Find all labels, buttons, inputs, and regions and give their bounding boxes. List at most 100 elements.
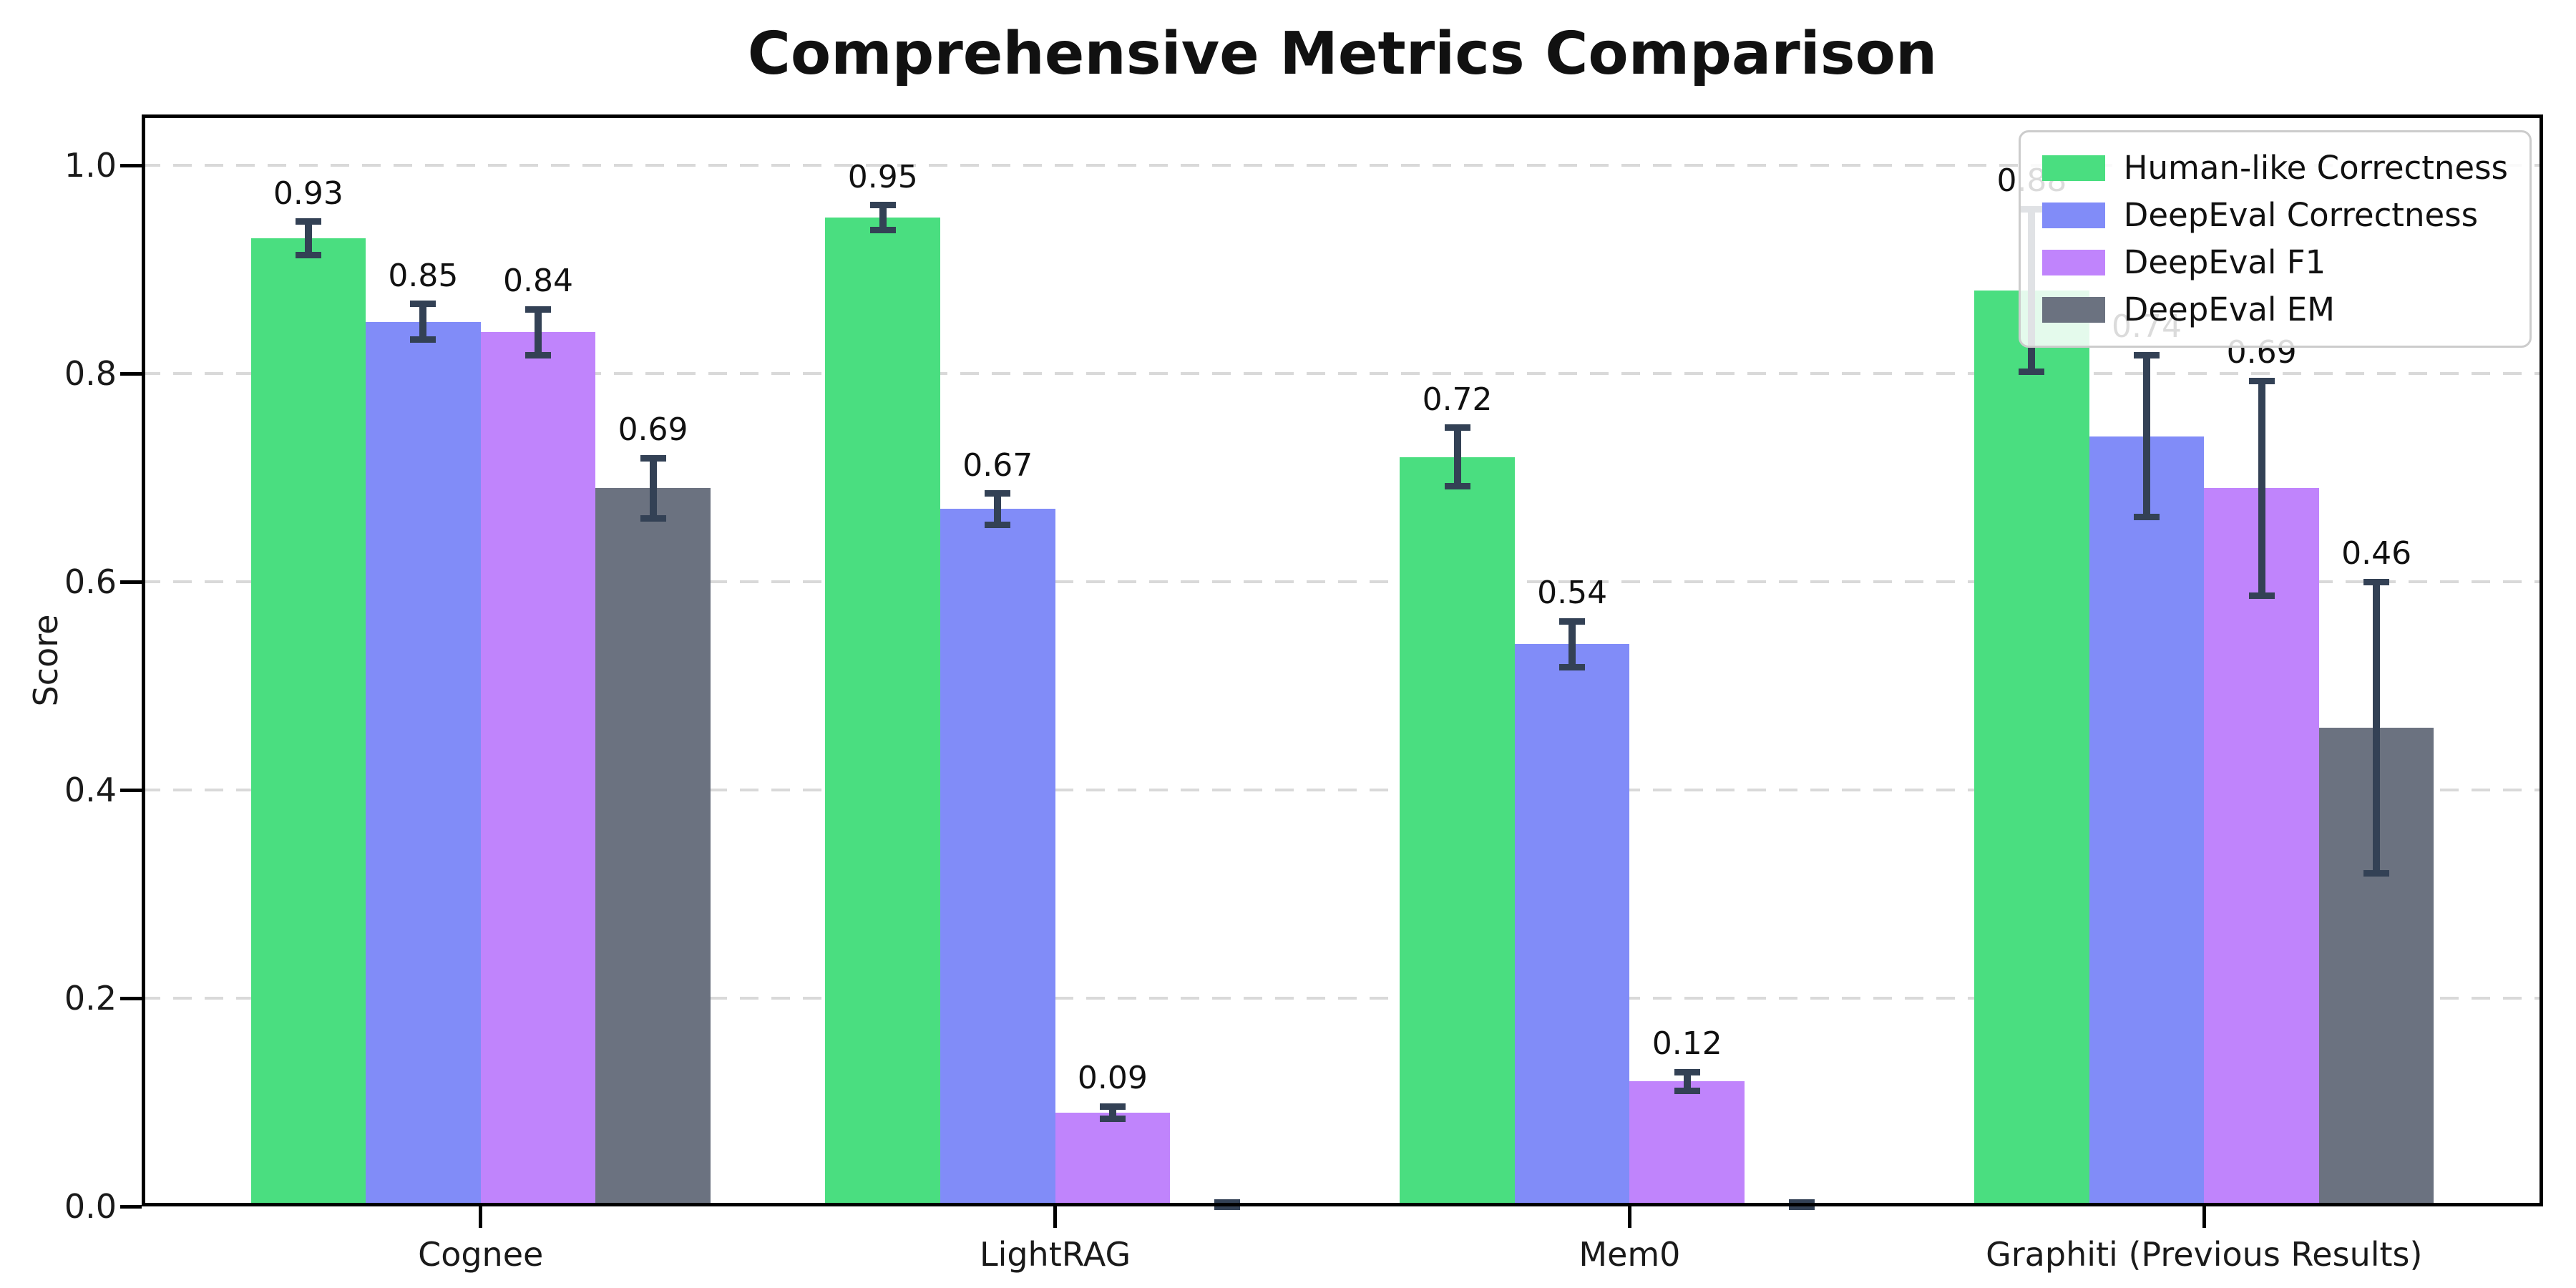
error-bar-line (304, 221, 312, 255)
error-bar-cap (2363, 870, 2390, 877)
error-bar-cap (1674, 1068, 1700, 1075)
error-bar-cap (295, 251, 321, 258)
error-bar-line (1683, 1072, 1691, 1091)
error-bar-cap (1444, 424, 1470, 431)
y-tick-label: 0.2 (64, 979, 117, 1018)
x-tick-mark (2202, 1206, 2206, 1228)
value-label: 0.93 (273, 175, 343, 212)
value-label: 0.46 (2341, 535, 2412, 572)
value-label: 0.09 (1077, 1060, 1148, 1097)
error-bar-cap (2363, 578, 2390, 585)
error-bar-line (2373, 582, 2381, 874)
error-bar-cap (2248, 377, 2275, 384)
bar (1629, 1081, 1745, 1206)
error-bar-line (1568, 621, 1576, 668)
bar (595, 488, 711, 1206)
gridline-y (142, 372, 2543, 376)
legend-swatch (2041, 297, 2105, 323)
error-bar-cap (869, 226, 896, 233)
value-label: 0.12 (1652, 1025, 1722, 1063)
error-bar-cap (295, 218, 321, 225)
plot-spine-right (2540, 114, 2543, 1206)
legend-label: DeepEval EM (2123, 291, 2335, 328)
bar (825, 218, 940, 1206)
legend-label: DeepEval Correctness (2123, 196, 2479, 234)
bar (1514, 644, 1630, 1206)
bar (2204, 488, 2319, 1206)
y-tick-mark (120, 580, 142, 584)
error-bar-cap (525, 351, 551, 358)
error-bar-cap (1214, 1203, 1241, 1210)
error-bar-cap (1099, 1103, 1126, 1110)
bar (1055, 1113, 1171, 1206)
error-bar-line (649, 458, 657, 519)
value-label: 0.95 (847, 158, 918, 195)
value-label: 0.67 (962, 447, 1033, 484)
y-tick-mark (120, 163, 142, 167)
error-bar-cap (985, 521, 1011, 528)
y-tick-mark (120, 371, 142, 376)
error-bar-line (419, 303, 427, 340)
gridline-y (142, 164, 2543, 167)
plot-spine-top (142, 114, 2543, 118)
bar (1974, 290, 2089, 1206)
error-bar-cap (2019, 368, 2045, 375)
error-bar-line (2258, 381, 2265, 596)
y-axis-label: Score (26, 614, 65, 707)
value-label: 0.69 (618, 411, 688, 449)
y-tick-mark (120, 788, 142, 792)
error-bar-cap (869, 202, 896, 209)
error-bar-cap (640, 454, 666, 462)
value-label: 0.85 (388, 257, 459, 294)
bar (250, 238, 366, 1206)
legend-swatch (2041, 203, 2105, 228)
error-bar-line (1108, 1106, 1116, 1119)
error-bar-cap (410, 336, 436, 343)
error-bar-cap (525, 306, 551, 313)
bar (2089, 436, 2205, 1206)
value-label: 0.84 (502, 263, 573, 300)
x-tick-mark (479, 1206, 483, 1228)
x-tick-label: Graphiti (Previous Results) (1986, 1235, 2423, 1274)
chart-title: Comprehensive Metrics Comparison (747, 20, 1938, 88)
value-label: 0.54 (1537, 575, 1608, 612)
error-bar-cap (1559, 618, 1586, 625)
legend-item: DeepEval EM (2041, 291, 2508, 328)
x-tick-label: LightRAG (979, 1235, 1131, 1274)
error-bar-line (2143, 355, 2151, 517)
x-tick-mark (1627, 1206, 1631, 1228)
error-bar-cap (985, 490, 1011, 497)
legend-item: Human-like Correctness (2041, 149, 2508, 187)
error-bar-line (879, 205, 887, 230)
legend-item: DeepEval Correctness (2041, 196, 2508, 234)
plot-spine-left (142, 114, 145, 1206)
error-bar-cap (2134, 514, 2160, 521)
legend-label: Human-like Correctness (2123, 149, 2508, 187)
error-bar-line (994, 493, 1002, 525)
y-tick-label: 0.8 (64, 354, 117, 394)
error-bar-cap (1789, 1203, 1815, 1210)
x-tick-label: Mem0 (1579, 1235, 1681, 1274)
gridline-y (142, 789, 2543, 792)
legend-label: DeepEval F1 (2123, 243, 2326, 281)
error-bar-cap (1214, 1199, 1241, 1206)
error-bar-line (1453, 427, 1461, 487)
gridline-y (142, 580, 2543, 584)
error-bar-cap (1789, 1199, 1815, 1206)
error-bar-cap (2248, 592, 2275, 599)
error-bar-cap (410, 301, 436, 308)
error-bar-line (534, 309, 542, 356)
y-tick-label: 0.4 (64, 771, 117, 810)
plot-spine-bottom (142, 1203, 2543, 1206)
y-tick-label: 0.6 (64, 562, 117, 602)
legend-swatch (2041, 250, 2105, 275)
y-tick-label: 0.0 (64, 1187, 117, 1226)
plot-area: Human-like Correctness DeepEval Correctne… (64, 114, 2543, 1274)
gridline-y (142, 997, 2543, 1000)
error-bar-cap (2134, 351, 2160, 358)
error-bar-cap (1559, 663, 1586, 670)
bar (1400, 457, 1515, 1206)
value-label: 0.72 (1422, 381, 1493, 418)
x-tick-mark (1053, 1206, 1058, 1228)
error-bar-cap (1099, 1116, 1126, 1123)
